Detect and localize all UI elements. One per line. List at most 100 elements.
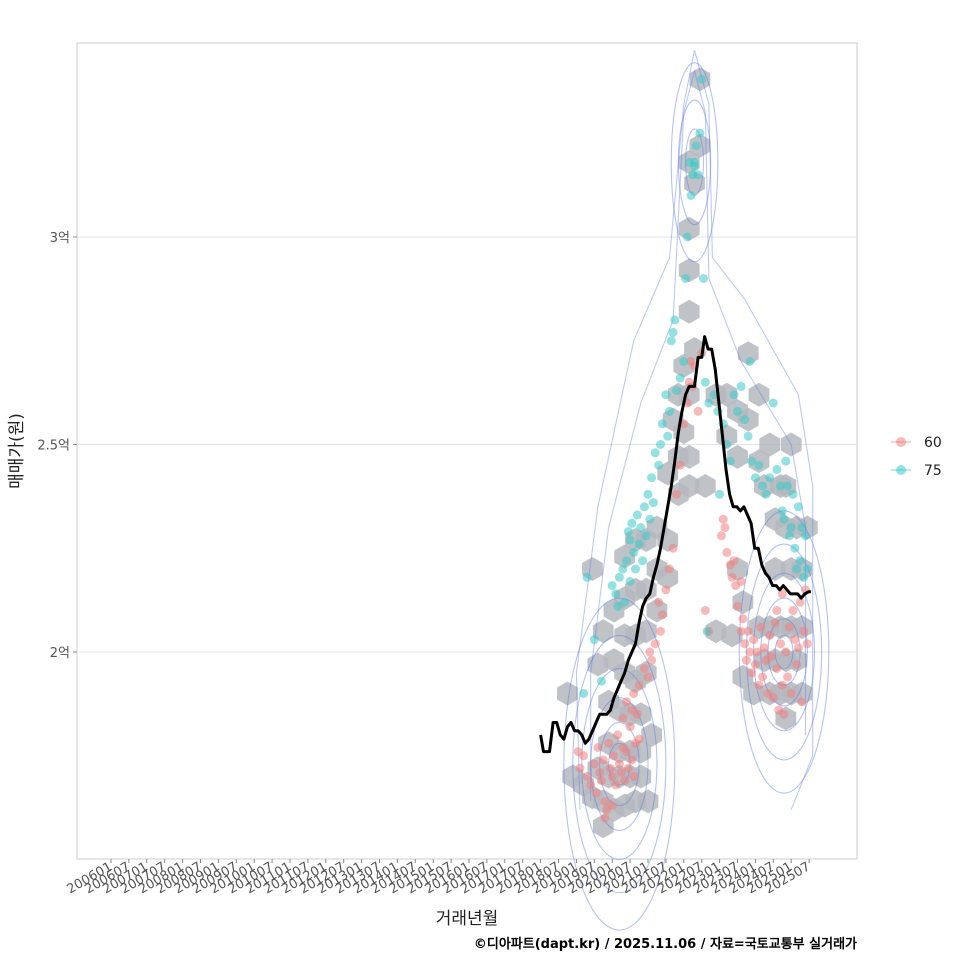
data-point-60	[647, 655, 657, 665]
legend-swatch-75	[896, 465, 906, 475]
data-point-60	[765, 630, 775, 640]
data-point-75	[729, 390, 739, 400]
hexbin	[637, 789, 659, 814]
data-point-60	[598, 755, 608, 765]
data-point-75	[611, 589, 621, 599]
data-point-75	[725, 456, 735, 466]
data-point-75	[695, 128, 705, 138]
data-point-75	[736, 381, 746, 391]
data-point-60	[625, 722, 635, 732]
legend-label-75: 75	[924, 463, 942, 479]
data-point-75	[779, 514, 789, 524]
data-point-60	[693, 406, 703, 416]
data-point-60	[645, 647, 655, 657]
data-point-60	[738, 614, 748, 624]
data-point-75	[681, 274, 691, 283]
data-point-75	[670, 315, 680, 325]
data-point-75	[582, 572, 592, 582]
data-point-75	[634, 539, 644, 549]
data-point-75	[679, 357, 689, 366]
hexbin	[764, 557, 786, 581]
data-point-60	[668, 543, 678, 553]
data-point-60	[600, 796, 610, 806]
y-axis-ticks: 2억 2.5억 3억	[37, 231, 77, 661]
hexbin	[694, 474, 716, 498]
data-point-60	[770, 618, 780, 628]
hexbin	[705, 619, 727, 644]
hexbin	[759, 432, 781, 457]
data-point-75	[648, 498, 658, 508]
data-point-60	[627, 755, 637, 765]
data-point-60	[586, 780, 596, 790]
data-point-75	[625, 577, 635, 586]
data-point-60	[788, 606, 798, 615]
data-point-60	[650, 639, 660, 649]
data-point-60	[629, 689, 639, 698]
data-point-75	[699, 274, 708, 283]
data-point-60	[629, 772, 639, 781]
data-point-75	[625, 535, 635, 545]
hexbin	[678, 299, 700, 324]
data-point-75	[790, 543, 800, 553]
data-point-60	[616, 767, 626, 777]
y-tick-label: 2억	[50, 646, 70, 661]
data-point-60	[575, 763, 585, 773]
data-point-60	[776, 639, 785, 649]
data-point-75	[799, 572, 809, 582]
density-contour	[670, 62, 719, 263]
density-contour	[581, 668, 658, 861]
data-point-75	[579, 689, 589, 698]
data-point-75	[776, 481, 785, 491]
data-point-75	[657, 419, 667, 429]
hexbin	[641, 723, 662, 747]
data-point-75	[636, 523, 646, 532]
data-point-75	[747, 456, 757, 466]
data-point-60	[750, 660, 760, 669]
data-point-60	[600, 813, 610, 823]
y-tick-label: 3억	[50, 231, 70, 246]
data-point-75	[668, 327, 678, 337]
data-point-60	[700, 606, 710, 615]
data-point-75	[788, 489, 798, 499]
data-point-60	[777, 680, 787, 690]
data-point-60	[614, 759, 624, 769]
data-point-75	[754, 460, 764, 470]
data-point-60	[623, 763, 633, 773]
data-point-75	[641, 531, 651, 541]
data-point-60	[605, 763, 615, 773]
y-axis-title: 매매가(원)	[7, 413, 27, 489]
data-point-60	[745, 647, 755, 657]
data-point-60	[607, 801, 617, 811]
data-point-60	[622, 697, 631, 707]
data-point-75	[686, 191, 696, 200]
data-point-75	[793, 502, 803, 512]
data-point-60	[722, 547, 732, 557]
density-contour	[599, 721, 640, 807]
hexbin	[614, 623, 636, 648]
data-point-75	[733, 406, 742, 416]
trend-line	[539, 335, 811, 754]
data-point-75	[772, 464, 782, 474]
data-point-75	[643, 489, 653, 499]
data-point-60	[758, 672, 768, 682]
x-axis-title: 거래년월	[436, 909, 499, 929]
legend-swatch-60	[896, 437, 906, 447]
data-point-60	[783, 672, 793, 682]
density-contour	[774, 634, 794, 670]
data-point-75	[758, 481, 768, 491]
data-point-75	[675, 373, 685, 383]
data-point-75	[647, 473, 657, 483]
data-point-75	[761, 489, 771, 499]
data-point-75	[781, 456, 791, 466]
data-point-75	[620, 597, 630, 607]
data-point-75	[682, 232, 692, 242]
data-point-60	[767, 651, 776, 661]
data-point-75	[691, 141, 701, 151]
y-tick-label: 2.5억	[37, 439, 70, 454]
data-point-60	[747, 668, 757, 678]
data-point-60	[582, 772, 592, 781]
data-point-75	[777, 506, 787, 516]
data-point-60	[741, 655, 751, 665]
data-point-60	[754, 680, 764, 690]
